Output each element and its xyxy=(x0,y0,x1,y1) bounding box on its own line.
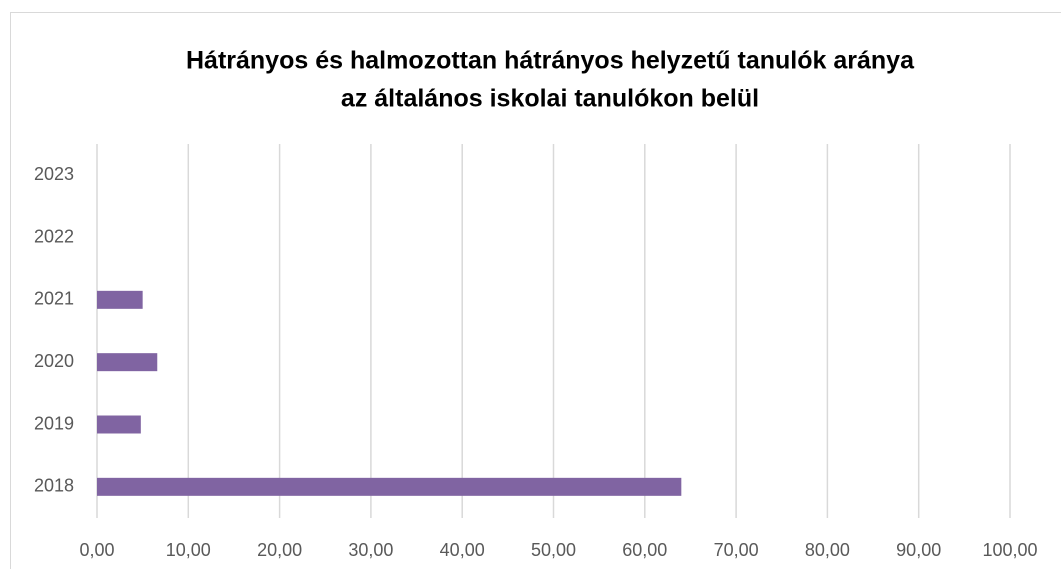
y-tick-label: 2021 xyxy=(34,289,74,309)
chart-border xyxy=(10,12,1061,569)
x-tick-label: 40,00 xyxy=(440,540,485,560)
y-tick-label: 2020 xyxy=(34,351,74,371)
x-tick-label: 90,00 xyxy=(896,540,941,560)
x-tick-label: 60,00 xyxy=(622,540,667,560)
x-tick-label: 20,00 xyxy=(257,540,302,560)
chart-title: az általános iskolai tanulókon belül xyxy=(341,85,759,113)
y-tick-label: 2018 xyxy=(34,476,74,496)
x-tick-label: 80,00 xyxy=(805,540,850,560)
bar xyxy=(97,353,158,372)
y-tick-label: 2022 xyxy=(34,226,74,246)
x-tick-label: 50,00 xyxy=(531,540,576,560)
bar xyxy=(97,290,143,309)
x-tick-label: 10,00 xyxy=(166,540,211,560)
x-tick-label: 0,00 xyxy=(79,540,114,560)
y-tick-label: 2023 xyxy=(34,164,74,184)
y-tick-label: 2019 xyxy=(34,413,74,433)
bar xyxy=(97,415,141,434)
bar xyxy=(97,477,682,496)
x-tick-label: 100,00 xyxy=(982,540,1037,560)
x-tick-label: 30,00 xyxy=(348,540,393,560)
x-tick-label: 70,00 xyxy=(714,540,759,560)
chart-title: Hátrányos és halmozottan hátrányos helyz… xyxy=(186,47,915,75)
